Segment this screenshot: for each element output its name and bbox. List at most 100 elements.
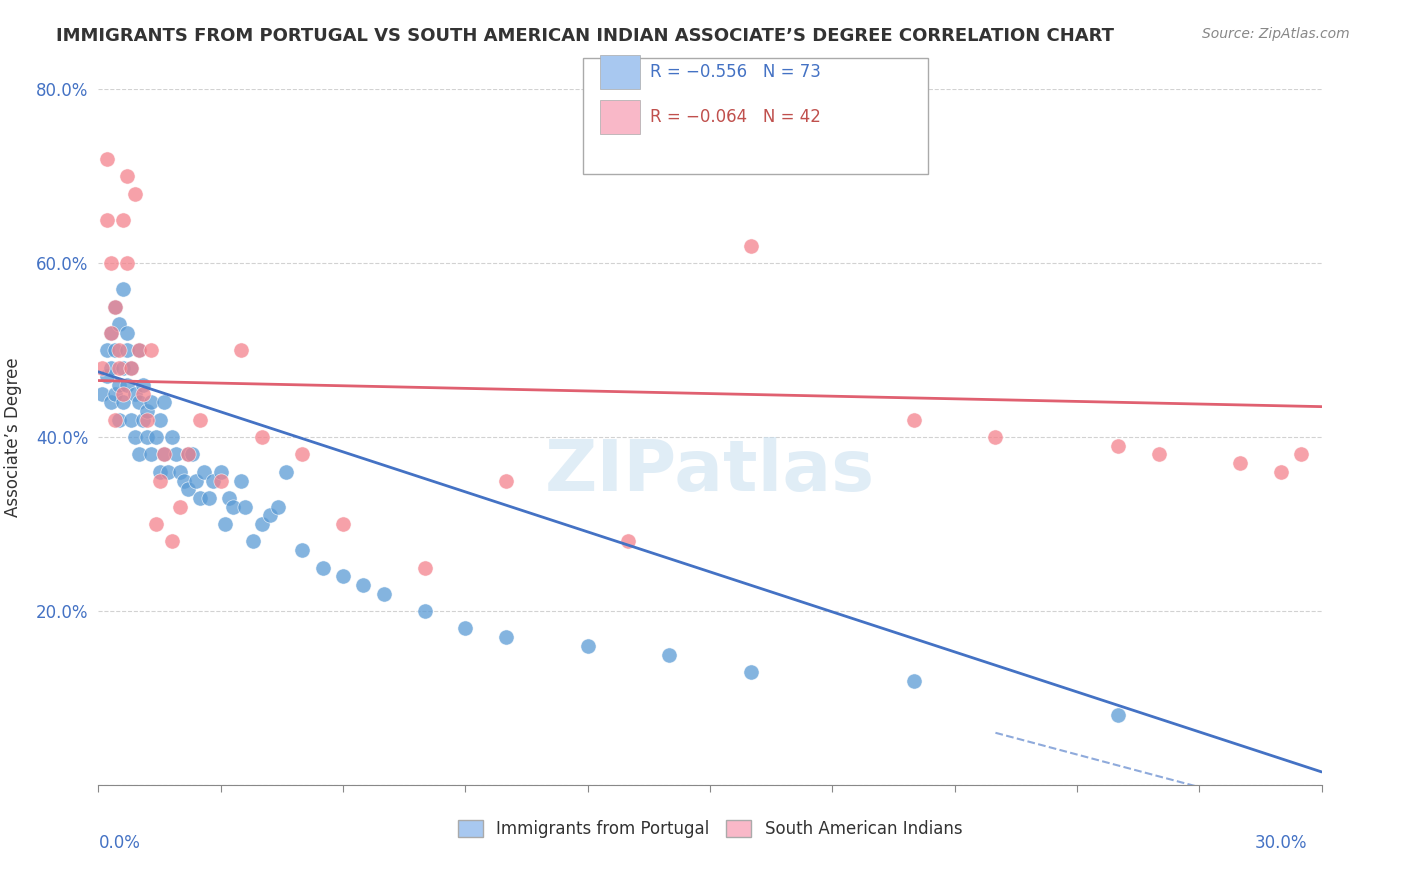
Point [291,543,314,558]
Point [658,648,681,662]
Point [141,447,163,462]
Point [984,430,1007,444]
Point [413,604,436,618]
Point [145,516,167,531]
Point [124,186,146,201]
Point [1147,447,1170,462]
Point [124,430,146,444]
Text: 30.0%: 30.0% [1256,834,1308,852]
Point [124,386,146,401]
Y-axis label: Associate’s Degree: Associate’s Degree [4,358,22,516]
Point [242,534,264,549]
Point [576,639,599,653]
Legend: Immigrants from Portugal, South American Indians: Immigrants from Portugal, South American… [450,812,970,847]
Point [132,377,155,392]
Point [108,412,131,426]
Point [903,673,925,688]
Point [152,447,174,462]
Point [173,474,195,488]
Point [177,447,200,462]
Point [104,343,127,357]
Text: IMMIGRANTS FROM PORTUGAL VS SOUTH AMERICAN INDIAN ASSOCIATE’S DEGREE CORRELATION: IMMIGRANTS FROM PORTUGAL VS SOUTH AMERIC… [56,27,1114,45]
Point [104,300,127,314]
Text: ZIPatlas: ZIPatlas [546,437,875,507]
Point [352,578,374,592]
Point [141,395,163,409]
Point [209,474,232,488]
Point [108,377,131,392]
Point [231,474,253,488]
Text: R = −0.556   N = 73: R = −0.556 N = 73 [650,63,821,81]
Point [128,343,150,357]
Point [1270,465,1292,479]
Point [1107,708,1129,723]
Point [115,377,138,392]
Point [145,430,167,444]
Point [120,412,142,426]
Point [197,491,219,505]
Text: R = −0.064   N = 42: R = −0.064 N = 42 [650,108,821,126]
Point [181,447,204,462]
Point [111,360,134,375]
Point [152,447,174,462]
Point [156,465,179,479]
Point [111,386,134,401]
Text: 0.0%: 0.0% [98,834,141,852]
Point [128,447,150,462]
Point [201,474,224,488]
Point [100,326,122,340]
Point [108,360,131,375]
Point [209,465,232,479]
Point [160,430,183,444]
Point [136,404,159,418]
Point [740,238,762,253]
Point [291,447,314,462]
Point [104,412,127,426]
Point [96,212,118,227]
Point [128,343,150,357]
Point [91,360,114,375]
Point [373,587,395,601]
Point [132,386,155,401]
Point [104,386,127,401]
Point [115,343,138,357]
Point [250,430,273,444]
Point [108,317,131,331]
Point [193,465,215,479]
Point [100,360,122,375]
Point [128,395,150,409]
Point [332,516,354,531]
Point [96,369,118,384]
Point [1229,456,1251,470]
Point [332,569,354,583]
Point [96,152,118,166]
Point [177,447,200,462]
Point [149,465,172,479]
Point [312,560,335,574]
Point [740,665,762,679]
Point [120,360,142,375]
Point [104,300,127,314]
Point [115,256,138,270]
Point [111,395,134,409]
Point [267,500,290,514]
Point [259,508,281,523]
Point [111,212,134,227]
Point [149,474,172,488]
Point [274,465,297,479]
Point [108,343,131,357]
Point [120,360,142,375]
Point [617,534,640,549]
Point [233,500,256,514]
Point [454,621,477,635]
Point [903,412,925,426]
Point [222,500,245,514]
Point [111,282,134,296]
Point [1291,447,1313,462]
Point [160,534,183,549]
Point [495,630,517,644]
Point [100,395,122,409]
Point [177,482,200,496]
Point [495,474,517,488]
Point [100,326,122,340]
